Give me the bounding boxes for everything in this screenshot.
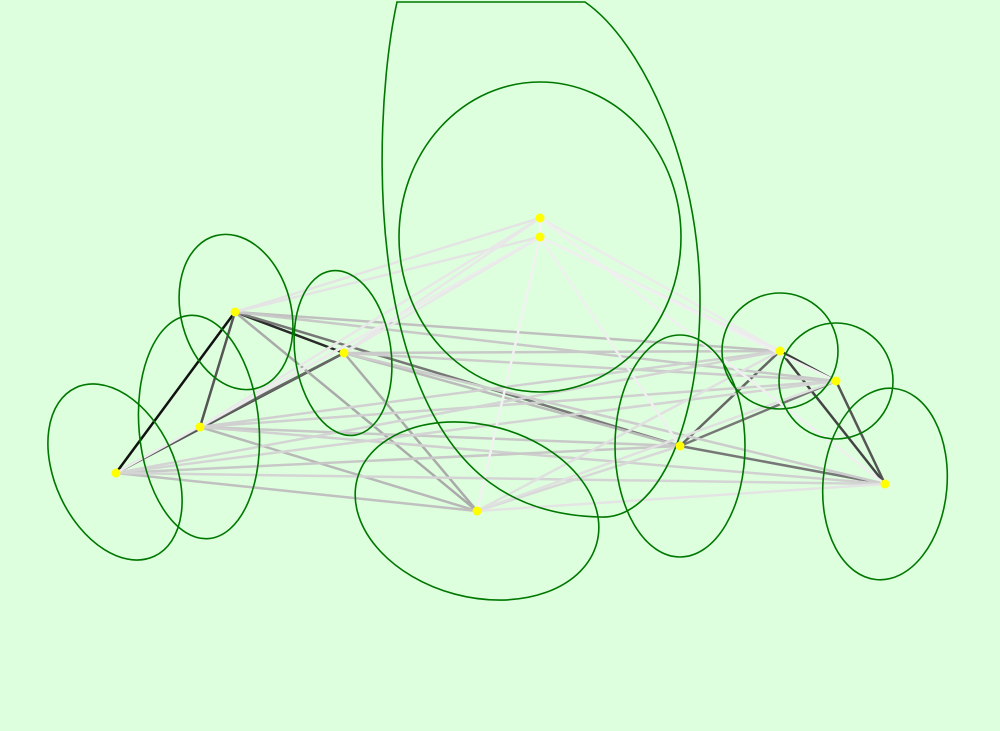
edge-n3-n10 (342, 351, 887, 486)
edge-n8-n10 (678, 444, 887, 486)
edge-n2-n3 (233, 310, 346, 355)
edge-n4-n9 (114, 379, 838, 475)
edge-n5-n6 (198, 425, 479, 513)
edge-n0-n7 (538, 216, 782, 353)
node-n7 (775, 346, 785, 356)
nodes-layer (111, 213, 890, 516)
edge-n7-n10 (778, 349, 887, 486)
edge-n0-n10 (538, 216, 887, 486)
ellipse-n6 (354, 421, 600, 601)
edge-n6-n7 (475, 349, 782, 513)
edge-n4-n6 (114, 471, 479, 513)
node-n4 (111, 468, 121, 478)
edge-n6-n10 (475, 482, 887, 513)
node-n9 (831, 376, 841, 386)
edge-n1-n6 (475, 235, 542, 513)
ellipse-n5 (137, 314, 261, 540)
edge-n2-n4 (114, 310, 237, 475)
ellipse-n10 (821, 387, 949, 581)
edge-n8-n9 (678, 379, 838, 448)
edge-n5-n9 (198, 379, 838, 429)
edge-n3-n9 (342, 351, 838, 383)
edge-n5-n8 (198, 425, 682, 448)
ellipse-n8 (614, 334, 746, 558)
node-n3 (339, 348, 349, 358)
edge-n4-n8 (114, 444, 682, 475)
ellipse-n4 (47, 383, 183, 561)
edge-n1-n9 (538, 235, 838, 383)
edge-n2-n8 (233, 310, 682, 448)
node-n2 (230, 307, 240, 317)
edge-n0-n3 (342, 216, 542, 355)
edge-n0-n2 (233, 216, 542, 314)
ellipse-n3 (293, 269, 393, 437)
node-n6 (472, 506, 482, 516)
edge-n3-n6 (342, 351, 479, 513)
edge-n1-n8 (538, 235, 682, 448)
node-n1 (535, 232, 545, 242)
node-n8 (675, 441, 685, 451)
edge-n2-n5 (198, 310, 237, 429)
edge-n4-n7 (114, 349, 782, 475)
node-n0 (535, 213, 545, 223)
edge-n4-n10 (114, 471, 887, 486)
edge-n3-n7 (342, 349, 782, 355)
edge-n2-n7 (233, 310, 782, 353)
ellipse-n9 (778, 322, 894, 440)
edge-n0-n5 (198, 216, 542, 429)
edge-n1-n4 (114, 235, 542, 475)
ellipses-layer (47, 1, 949, 601)
ellipse-n7 (721, 292, 839, 410)
edge-n5-n7 (198, 349, 782, 429)
edges-layer (114, 216, 887, 513)
node-n10 (880, 479, 890, 489)
ellipse-n2 (178, 233, 294, 391)
ellipse-n1 (398, 81, 682, 393)
edge-n6-n8 (475, 444, 682, 513)
ellipse-n0-large (381, 1, 701, 518)
node-n5 (195, 422, 205, 432)
edge-n9-n10 (834, 379, 887, 486)
edge-n6-n9 (475, 379, 838, 513)
